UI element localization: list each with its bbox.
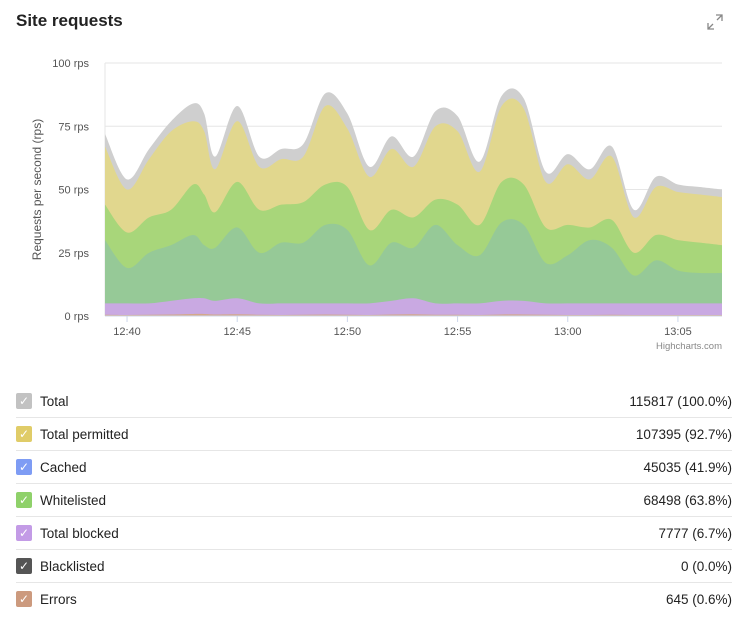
legend-label: Cached bbox=[40, 459, 87, 475]
legend-checkbox[interactable]: ✓ bbox=[16, 426, 32, 442]
expand-icon[interactable] bbox=[706, 13, 724, 31]
check-icon: ✓ bbox=[18, 559, 30, 573]
legend-item-errors[interactable]: ✓ Errors 645 (0.6%) bbox=[16, 583, 732, 615]
y-tick-label: 75 rps bbox=[58, 121, 89, 133]
legend-label: Whitelisted bbox=[40, 492, 107, 508]
y-tick-label: 100 rps bbox=[52, 58, 89, 70]
legend-checkbox[interactable]: ✓ bbox=[16, 393, 32, 409]
legend-label: Blacklisted bbox=[40, 558, 105, 574]
legend-item-blacklisted[interactable]: ✓ Blacklisted 0 (0.0%) bbox=[16, 550, 732, 583]
card-title: Site requests bbox=[16, 11, 123, 30]
legend-item-cached[interactable]: ✓ Cached 45035 (41.9%) bbox=[16, 451, 732, 484]
legend-item-total-blocked[interactable]: ✓ Total blocked 7777 (6.7%) bbox=[16, 517, 732, 550]
x-tick-label: 13:00 bbox=[554, 326, 582, 338]
check-icon: ✓ bbox=[18, 394, 30, 408]
check-icon: ✓ bbox=[18, 460, 30, 474]
legend-checkbox[interactable]: ✓ bbox=[16, 525, 32, 541]
legend-value: 7777 (6.7%) bbox=[658, 525, 732, 541]
chart-svg: 0 rps 25 rps 50 rps 75 rps 100 rps 12:40 12:45… bbox=[30, 58, 722, 352]
y-tick-label: 50 rps bbox=[58, 185, 89, 197]
series-area-total-blocked bbox=[105, 297, 722, 316]
legend-value: 115817 (100.0%) bbox=[629, 393, 732, 409]
series-area-errors bbox=[105, 313, 722, 316]
legend-checkbox[interactable]: ✓ bbox=[16, 558, 32, 574]
y-axis-title: Requests per second (rps) bbox=[30, 119, 44, 260]
site-requests-chart: 0 rps 25 rps 50 rps 75 rps 100 rps 12:40 12:45… bbox=[0, 40, 750, 358]
legend-label: Total permitted bbox=[40, 426, 129, 442]
x-tick-label: 13:05 bbox=[664, 326, 692, 338]
legend-list: ✓ Total 115817 (100.0%) ✓ Total permitted 107… bbox=[16, 385, 732, 615]
x-tick-label: 12:40 bbox=[113, 326, 141, 338]
legend-label: Total blocked bbox=[40, 525, 119, 541]
check-icon: ✓ bbox=[18, 526, 30, 540]
legend-value: 645 (0.6%) bbox=[665, 591, 732, 607]
chart-credits: Highcharts.com bbox=[656, 341, 722, 352]
legend-item-total-permitted[interactable]: ✓ Total permitted 107395 (92.7%) bbox=[16, 418, 732, 451]
legend-label: Errors bbox=[40, 591, 77, 607]
legend-checkbox[interactable]: ✓ bbox=[16, 459, 32, 475]
check-icon: ✓ bbox=[18, 493, 30, 507]
x-tick-label: 12:45 bbox=[223, 326, 251, 338]
x-tick-label: 12:50 bbox=[334, 326, 362, 338]
legend-label: Total bbox=[40, 393, 69, 409]
series-area-cached bbox=[105, 219, 722, 316]
legend-checkbox[interactable]: ✓ bbox=[16, 492, 32, 508]
x-tick-label: 12:55 bbox=[444, 326, 472, 338]
y-tick-label: 0 rps bbox=[65, 311, 90, 323]
legend-value: 0 (0.0%) bbox=[680, 558, 732, 574]
legend-checkbox[interactable]: ✓ bbox=[16, 591, 32, 607]
legend-value: 68498 (63.8%) bbox=[643, 492, 732, 508]
legend-value: 107395 (92.7%) bbox=[635, 426, 732, 442]
check-icon: ✓ bbox=[18, 592, 30, 606]
legend-item-whitelisted[interactable]: ✓ Whitelisted 68498 (63.8%) bbox=[16, 484, 732, 517]
legend-item-total[interactable]: ✓ Total 115817 (100.0%) bbox=[16, 385, 732, 418]
legend-value: 45035 (41.9%) bbox=[643, 459, 732, 475]
y-tick-label: 25 rps bbox=[58, 248, 89, 260]
check-icon: ✓ bbox=[18, 427, 30, 441]
